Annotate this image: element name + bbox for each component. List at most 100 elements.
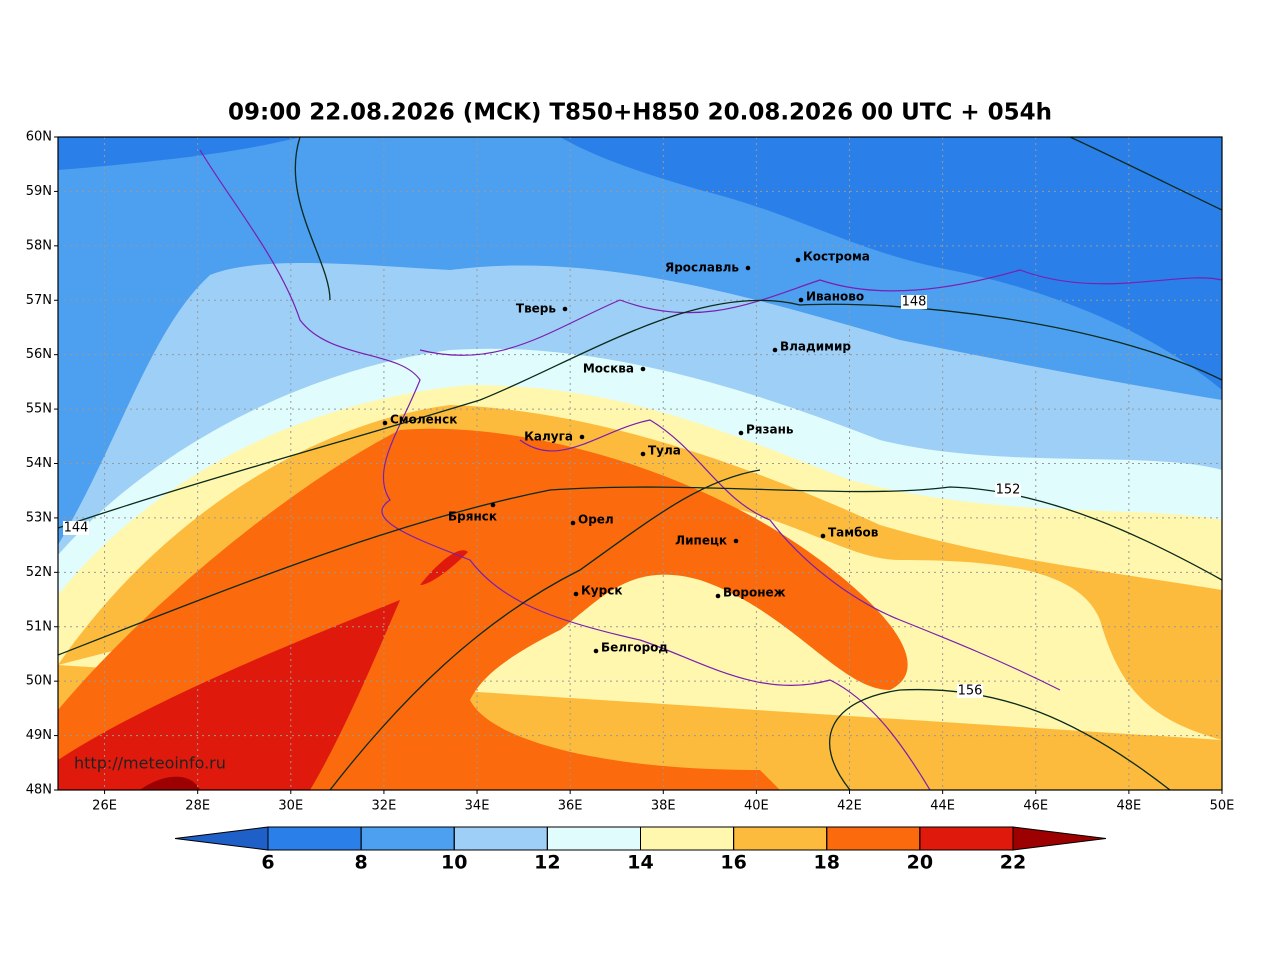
city-dot [738,430,744,436]
height-contour [828,688,1171,790]
lon-tick-label: 36E [558,799,583,814]
contour-label: 144 [64,521,89,536]
colorbar-extend [1012,826,1107,851]
lon-tick-label: 28E [185,799,210,814]
contour-label: 156 [958,684,983,699]
lat-tick-label: 58N [26,238,52,253]
city-label: Иваново [806,290,864,304]
height-contour [1069,137,1222,211]
lon-tick-label: 38E [651,799,676,814]
height-contour [58,486,1222,656]
city-dot [573,591,579,597]
lat-tick-label: 50N [26,674,52,689]
height-contour [58,299,1222,529]
lon-tick-label: 46E [1023,799,1048,814]
grid [58,137,1222,790]
city-dot [579,434,585,440]
lat-tick-label: 60N [26,130,52,145]
lon-tick-label: 44E [930,799,955,814]
city-dot [593,648,599,654]
city-label: Смоленск [390,413,457,427]
lon-tick-label: 42E [837,799,862,814]
lat-tick-label: 53N [26,510,52,525]
lon-tick-label: 30E [278,799,303,814]
lat-tick-label: 54N [26,456,52,471]
field-band [140,776,200,790]
contour-label-bg [901,295,927,309]
city-dot [562,306,568,312]
field-band [58,550,468,790]
city-label: Калуга [524,430,573,444]
city-label: Липецк [675,534,727,548]
city-label: Ярославль [665,261,739,275]
city-label: Воронеж [723,586,786,600]
region-border [419,269,1222,356]
lon-tick-label: 48E [1116,799,1141,814]
lon-tick-label: 26E [92,799,117,814]
colorbar-segment [640,826,735,851]
colorbar-segment [733,826,828,851]
city-dot [795,257,801,263]
lon-tick-label: 50E [1210,799,1235,814]
contour-label: 148 [902,295,927,310]
watermark: http://meteoinfo.ru [74,754,226,773]
city-dot [640,451,646,457]
city-dot [715,593,721,599]
colorbar-tick-label: 16 [720,852,746,874]
colorbar-segment [826,826,921,851]
lon-tick-label: 40E [744,799,769,814]
city-label: Тула [648,444,681,458]
colorbar-segment [360,826,455,851]
city-label: Курск [581,584,622,598]
city-label: Тамбов [828,526,879,540]
city-label: Москва [583,362,634,376]
region-border [199,149,931,790]
contour-label-bg [995,483,1021,497]
lat-tick-label: 52N [26,565,52,580]
lon-tick-label: 34E [465,799,490,814]
city-label: Тверь [516,302,557,316]
colorbar-tick-label: 12 [534,852,560,874]
city-dot [382,420,388,426]
lat-tick-label: 51N [26,619,52,634]
lat-tick-label: 49N [26,728,52,743]
title: 09:00 22.08.2026 (MCK) T850+H850 20.08.2… [228,100,1052,126]
colorbar-segment [919,826,1014,851]
city-label: Рязань [746,423,794,437]
lat-tick-label: 57N [26,293,52,308]
city-label: Орел [578,513,614,527]
lat-tick-label: 59N [26,184,52,199]
region-border [519,419,1061,691]
colorbar-tick-label: 22 [1000,852,1026,874]
height-contour [294,137,331,301]
city-dot [640,366,646,372]
contour-label: 152 [996,483,1021,498]
field-band [58,137,1222,390]
contour-label-bg [957,684,983,698]
lat-tick-label: 55N [26,402,52,417]
city-label: Брянск [448,510,497,524]
colorbar-segment [267,826,362,851]
city-dot [820,533,826,539]
colorbar-tick-label: 18 [814,852,840,874]
lat-tick-label: 48N [26,783,52,798]
labels: 60N 59N 58N 57N 56N 55N 54N 53N 52N 51N 50N 49N 48N 2… [26,130,1235,814]
colorbar-tick-label: 20 [907,852,933,874]
city-dot [798,297,804,303]
colorbar: 6 8 10 12 14 16 18 20 22 [174,826,1107,874]
city-dot [733,538,739,544]
colorbar-segment [453,826,548,851]
lon-tick-label: 32E [372,799,397,814]
city-dot [490,502,496,508]
height-contour [329,469,761,790]
city-dot [570,520,576,526]
city-label: Кострома [803,250,870,264]
colorbar-tick-label: 14 [627,852,653,874]
city-label: Владимир [780,340,851,354]
city-label: Белгород [601,641,668,655]
lat-tick-label: 56N [26,347,52,362]
colorbar-extend [174,826,269,851]
colorbar-tick-label: 6 [261,852,274,874]
colorbar-tick-label: 8 [355,852,368,874]
